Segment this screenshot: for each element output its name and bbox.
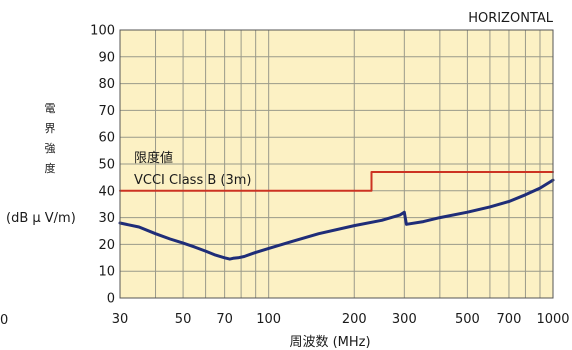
x-tick-label: 30 <box>112 312 129 327</box>
x-tick-label: 200 <box>342 312 367 327</box>
y-tick-label: 20 <box>98 238 115 253</box>
y-tick-label: 0 <box>107 292 115 307</box>
limit-annotation-label: 限度値 <box>134 150 173 166</box>
y-tick-label: 50 <box>98 158 115 173</box>
y-tick-label: 60 <box>98 131 115 146</box>
y-axis-unit: (dB μ V/m) <box>6 211 76 226</box>
x-tick-label: 50 <box>175 312 192 327</box>
limit-annotation-class: VCCI Class B (3m) <box>134 173 251 188</box>
x-tick-label: 70 <box>216 312 233 327</box>
y-tick-label: 70 <box>98 104 115 119</box>
x-tick-label: 500 <box>455 312 480 327</box>
y-tick-label: 80 <box>98 77 115 92</box>
limit-line <box>119 171 554 192</box>
y-axis-label-char: 界 <box>45 122 56 135</box>
x-tick-label: 300 <box>392 312 417 327</box>
series-layer <box>118 171 555 261</box>
y-tick-label: 10 <box>98 265 115 280</box>
measurement-line <box>118 178 555 261</box>
plot-frame <box>119 29 554 299</box>
y-tick-label: 90 <box>98 50 115 65</box>
x-axis-label: 周波数 (MHz) <box>289 335 370 350</box>
y-axis-label-char: 度 <box>45 161 56 175</box>
tick-labels: 0 10 20 30 40 50 60 70 80 90 100 30 50 70 100 200 300 500… <box>90 24 569 328</box>
y-axis-label-char: 電 <box>45 102 56 115</box>
x-tick-label: 1000 <box>536 312 569 327</box>
x-tick-label: 100 <box>256 312 281 327</box>
y-tick-label: 30 <box>98 211 115 226</box>
y-axis-label-char: 強 <box>45 142 56 155</box>
chart-title: HORIZONTAL <box>468 11 554 26</box>
y-tick-label: 100 <box>90 24 115 39</box>
stray-tick-label: 0 <box>0 313 8 328</box>
y-tick-label: 40 <box>98 184 115 199</box>
x-tick-label: 700 <box>497 312 522 327</box>
